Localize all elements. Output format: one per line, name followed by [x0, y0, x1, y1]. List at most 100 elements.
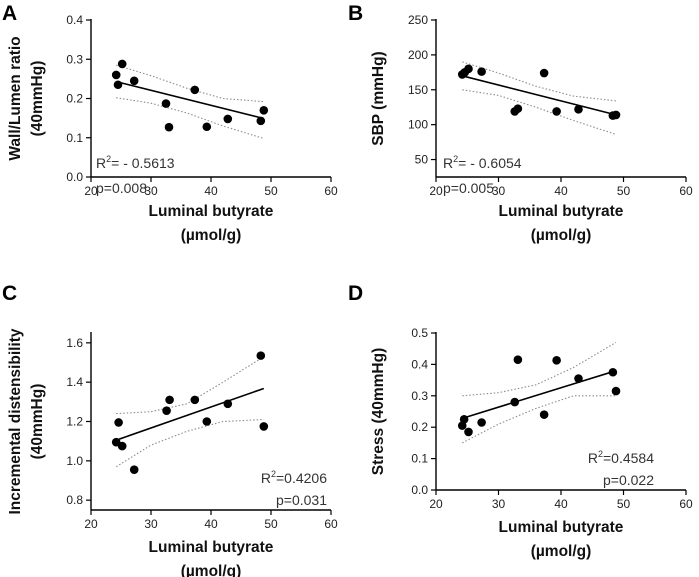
ci-lower-curve: [462, 89, 617, 135]
y-axis-title: SBP (mmHg): [370, 51, 387, 145]
data-point: [574, 374, 583, 383]
y-tick-label: 250: [408, 13, 428, 27]
x-tick-label: 20: [84, 184, 98, 198]
data-point: [117, 59, 127, 69]
x-tick-label: 30: [492, 184, 506, 198]
x-tick-label: 60: [324, 517, 338, 531]
data-point: [552, 356, 561, 365]
r-squared-prefix: R: [261, 470, 271, 486]
regression-line: [116, 80, 264, 120]
data-point: [190, 395, 200, 405]
panel-d: D 0.0 0.1 0.2 0.3 0.4 0.5 20 30 40 50 60 Luminal but…: [348, 282, 693, 560]
y-tick-label: 0.0: [66, 170, 83, 184]
data-point: [513, 355, 523, 364]
r-squared-prefix: R: [443, 155, 453, 171]
x-tick-label: 20: [429, 497, 443, 511]
x-tick-label: 40: [204, 184, 218, 198]
regression-line: [462, 369, 617, 420]
p-value-label: p=0.022: [603, 472, 654, 488]
x-tick-label: 40: [554, 184, 568, 198]
r-squared-superscript: 2: [271, 469, 276, 479]
y-tick-label: 0.5: [411, 326, 428, 340]
y-axis-title: Wall/Lumen ratio: [7, 36, 24, 160]
r-squared-superscript: 2: [106, 154, 111, 164]
data-point: [259, 422, 269, 431]
x-tick-label: 20: [429, 184, 443, 198]
y-tick-label: 50: [415, 153, 429, 167]
regression-line: [115, 387, 265, 441]
r-squared-label: R2=0.4584: [588, 449, 654, 466]
ci-upper-curve: [462, 341, 617, 397]
x-tick-label: 30: [144, 184, 158, 198]
y-tick-label: 0.8: [66, 493, 83, 507]
data-point: [510, 397, 520, 407]
y-tick-label: 200: [408, 48, 428, 62]
x-tick-label: 50: [264, 517, 278, 531]
y-tick-label: 0.2: [66, 92, 83, 106]
x-axis-title: Luminal butyrate: [149, 203, 274, 220]
panel-letter: A: [2, 2, 17, 25]
ci-lower-curve: [116, 97, 264, 140]
y-tick-label: 0.4: [411, 357, 428, 371]
panel-b: B 50 100 150 200 250 20 30 40 50 60 Luminal butyrat…: [348, 2, 693, 244]
x-tick-label: 40: [554, 497, 568, 511]
x-tick-label: 50: [264, 184, 278, 198]
x-axis-title: Luminal butyrate: [499, 519, 624, 536]
data-point: [539, 68, 549, 78]
panel-letter: D: [348, 282, 363, 305]
r-squared-superscript: 2: [453, 154, 458, 164]
panel-a: A 0.0 0.1 0.2 0.3 0.4 20 30 40 50 60 Luminal butyra…: [2, 2, 338, 244]
r-squared-value: = - 0.5613: [111, 155, 175, 171]
panel-letter: C: [2, 282, 17, 305]
y-tick-label: 1.6: [66, 336, 83, 350]
x-tick-label: 40: [204, 517, 218, 531]
data-point: [223, 399, 233, 409]
p-value-label: p=0.005: [443, 180, 494, 196]
y-tick-label: 0.4: [66, 13, 83, 27]
x-tick-label: 20: [84, 517, 98, 531]
data-point: [611, 110, 621, 120]
r-squared-label: R2= - 0.5613: [96, 154, 175, 171]
data-point: [259, 105, 269, 115]
data-point: [164, 122, 174, 132]
data-point: [111, 70, 121, 80]
data-point: [223, 114, 233, 124]
data-point: [113, 80, 123, 90]
p-value-label: p=0.008: [96, 180, 147, 196]
y-tick-label: 0.1: [411, 452, 428, 466]
x-axis-title: Luminal butyrate: [149, 539, 274, 556]
y-tick-label: 0.3: [411, 389, 428, 403]
data-point: [161, 99, 171, 108]
r-squared-label: R2=0.4206: [261, 469, 327, 486]
data-point: [611, 386, 621, 396]
ci-lower-curve: [462, 395, 616, 444]
data-point: [459, 415, 469, 424]
r-squared-prefix: R: [96, 155, 106, 171]
x-tick-label: 60: [324, 184, 338, 198]
data-point: [464, 64, 473, 74]
x-axis-title: (µmol/g): [531, 543, 592, 560]
y-tick-label: 100: [408, 118, 428, 132]
x-tick-label: 30: [492, 497, 506, 511]
data-point: [477, 67, 486, 76]
data-point: [464, 427, 473, 437]
data-point: [256, 116, 266, 126]
ci-lower-curve: [115, 418, 264, 468]
data-point: [513, 104, 523, 113]
data-point: [202, 417, 212, 426]
data-point: [129, 76, 139, 86]
x-tick-label: 50: [617, 184, 631, 198]
r-squared-value: =0.4584: [603, 450, 654, 466]
ci-upper-curve: [116, 64, 264, 103]
data-point: [162, 406, 171, 415]
data-point: [202, 122, 212, 132]
ci-upper-curve: [116, 356, 265, 415]
y-tick-label: 1.4: [66, 375, 83, 389]
x-tick-label: 50: [617, 497, 631, 511]
r-squared-label: R2= - 0.6054: [443, 154, 522, 171]
y-tick-label: 1.0: [66, 454, 83, 468]
y-tick-label: 0.0: [411, 483, 428, 497]
data-point: [477, 418, 486, 427]
y-axis-title: (40mmHg): [29, 384, 46, 460]
